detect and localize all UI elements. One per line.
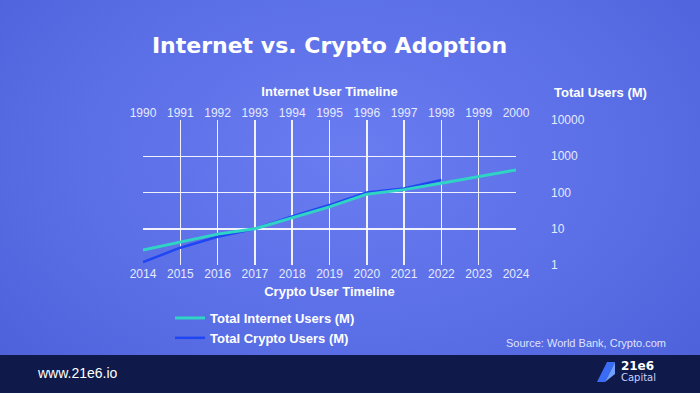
svg-text:2022: 2022 bbox=[428, 267, 455, 281]
svg-text:2014: 2014 bbox=[130, 267, 157, 281]
svg-text:2000: 2000 bbox=[503, 106, 530, 120]
svg-text:10: 10 bbox=[551, 222, 565, 236]
svg-text:1996: 1996 bbox=[353, 106, 380, 120]
svg-text:1991: 1991 bbox=[167, 106, 194, 120]
svg-text:Total Crypto Users (M): Total Crypto Users (M) bbox=[210, 331, 348, 346]
svg-text:1998: 1998 bbox=[428, 106, 455, 120]
html-text:21e6: 21e6 bbox=[620, 359, 655, 373]
svg-text:Crypto User Timeline: Crypto User Timeline bbox=[264, 284, 395, 299]
svg-text:1999: 1999 bbox=[465, 106, 492, 120]
svg-text:1990: 1990 bbox=[130, 106, 157, 120]
svg-text:100: 100 bbox=[551, 186, 571, 200]
svg-text:Total Users (M): Total Users (M) bbox=[554, 85, 647, 100]
svg-text:2018: 2018 bbox=[279, 267, 306, 281]
svg-text:1992: 1992 bbox=[204, 106, 231, 120]
svg-text:2015: 2015 bbox=[167, 267, 194, 281]
svg-text:1000: 1000 bbox=[551, 149, 578, 163]
svg-text:Internet User Timeline: Internet User Timeline bbox=[261, 84, 397, 99]
svg-text:2023: 2023 bbox=[465, 267, 492, 281]
svg-text:1: 1 bbox=[551, 258, 558, 272]
html-text:www.21e6.io: www.21e6.io bbox=[38, 365, 118, 381]
svg-text:Source: World Bank, Crypto.com: Source: World Bank, Crypto.com bbox=[506, 337, 666, 349]
svg-text:2020: 2020 bbox=[353, 267, 380, 281]
svg-text:Internet vs. Crypto Adoption: Internet vs. Crypto Adoption bbox=[152, 33, 507, 58]
svg-text:2024: 2024 bbox=[503, 267, 530, 281]
svg-text:Total Internet Users (M): Total Internet Users (M) bbox=[210, 311, 354, 326]
svg-text:10000: 10000 bbox=[551, 113, 585, 127]
svg-text:1994: 1994 bbox=[279, 106, 306, 120]
svg-text:2016: 2016 bbox=[204, 267, 231, 281]
svg-text:2021: 2021 bbox=[391, 267, 418, 281]
html-text:Capital: Capital bbox=[620, 372, 656, 383]
svg-text:1997: 1997 bbox=[391, 106, 418, 120]
svg-text:1995: 1995 bbox=[316, 106, 343, 120]
svg-text:2019: 2019 bbox=[316, 267, 343, 281]
svg-text:2017: 2017 bbox=[242, 267, 269, 281]
svg-text:1993: 1993 bbox=[242, 106, 269, 120]
